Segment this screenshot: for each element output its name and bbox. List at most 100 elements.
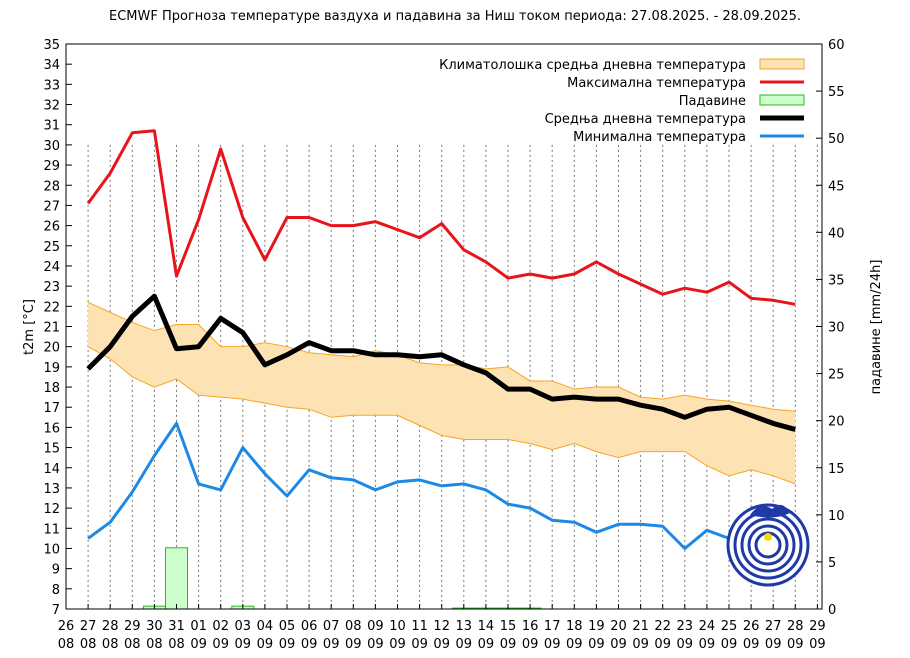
x-tick-day: 01 bbox=[190, 619, 207, 634]
y-tick-label: 34 bbox=[43, 58, 60, 73]
y-tick-label: 25 bbox=[43, 240, 60, 255]
x-tick-day: 20 bbox=[610, 619, 627, 634]
x-tick-month: 09 bbox=[478, 637, 495, 652]
service-logo-icon bbox=[726, 503, 810, 587]
legend-label: Средња дневна температура bbox=[545, 112, 746, 127]
climate-band-lower bbox=[87, 346, 796, 485]
y2-tick-label: 50 bbox=[828, 132, 845, 147]
x-tick-month: 09 bbox=[367, 637, 384, 652]
x-tick-month: 09 bbox=[809, 637, 826, 652]
y-tick-label: 8 bbox=[52, 583, 60, 598]
precipitation-bars bbox=[142, 547, 542, 610]
y2-tick-label: 55 bbox=[828, 85, 845, 100]
y-tick-label: 17 bbox=[43, 401, 60, 416]
x-tick-month: 09 bbox=[787, 637, 804, 652]
x-tick-month: 09 bbox=[279, 637, 296, 652]
x-tick-month: 09 bbox=[389, 637, 406, 652]
x-tick-month: 09 bbox=[632, 637, 649, 652]
x-tick-month: 09 bbox=[677, 637, 694, 652]
x-tick-day: 31 bbox=[168, 619, 185, 634]
y-tick-label: 33 bbox=[43, 78, 60, 93]
x-tick-month: 09 bbox=[323, 637, 340, 652]
legend-label: Максимална температура bbox=[567, 76, 746, 91]
y-tick-label: 18 bbox=[43, 381, 60, 396]
x-tick-month: 08 bbox=[58, 637, 75, 652]
climate-band-area bbox=[88, 302, 796, 484]
y-tick-label: 30 bbox=[43, 139, 60, 154]
climate-band-upper bbox=[87, 301, 796, 412]
x-tick-day: 27 bbox=[80, 619, 97, 634]
precip-bar bbox=[165, 547, 188, 610]
x-tick-day: 26 bbox=[743, 619, 760, 634]
x-tick-day: 27 bbox=[765, 619, 782, 634]
y2-tick-label: 20 bbox=[828, 415, 845, 430]
x-tick-month: 09 bbox=[743, 637, 760, 652]
x-tick-day: 24 bbox=[699, 619, 716, 634]
x-tick-month: 09 bbox=[212, 637, 229, 652]
y-tick-label: 22 bbox=[43, 300, 60, 315]
x-tick-month: 09 bbox=[610, 637, 627, 652]
x-tick-day: 10 bbox=[389, 619, 406, 634]
y-tick-label: 12 bbox=[43, 502, 60, 517]
y2-tick-label: 5 bbox=[828, 556, 836, 571]
y-tick-label: 26 bbox=[43, 220, 60, 235]
x-tick-month: 09 bbox=[544, 637, 561, 652]
x-tick-day: 02 bbox=[212, 619, 229, 634]
chart-title: ECMWF Прогноза температуре ваздуха и пад… bbox=[109, 9, 801, 24]
x-tick-month: 08 bbox=[102, 637, 119, 652]
series-line bbox=[86, 293, 796, 432]
x-tick-day: 06 bbox=[301, 619, 318, 634]
y2-tick-label: 25 bbox=[828, 368, 845, 383]
y2-tick-label: 30 bbox=[828, 321, 845, 336]
x-tick-day: 09 bbox=[367, 619, 384, 634]
x-tick-day: 25 bbox=[721, 619, 738, 634]
x-tick-day: 18 bbox=[566, 619, 583, 634]
legend-swatch bbox=[759, 94, 805, 106]
x-tick-day: 05 bbox=[279, 619, 296, 634]
x-tick-month: 09 bbox=[301, 637, 318, 652]
x-tick-month: 09 bbox=[235, 637, 252, 652]
y-tick-label: 35 bbox=[43, 38, 60, 53]
y-tick-label: 20 bbox=[43, 341, 60, 356]
y-tick-label: 9 bbox=[52, 563, 60, 578]
x-tick-month: 09 bbox=[456, 637, 473, 652]
y2-tick-label: 15 bbox=[828, 462, 845, 477]
y2-tick-label: 0 bbox=[828, 603, 836, 618]
x-tick-day: 04 bbox=[257, 619, 274, 634]
y-tick-label: 10 bbox=[43, 542, 60, 557]
y-tick-label: 16 bbox=[43, 421, 60, 436]
y-axis-right: 0 5 10 15 20 25 30 35 40 45 50 55 60 bbox=[816, 38, 845, 618]
y2-tick-label: 60 bbox=[828, 38, 845, 53]
x-tick-month: 09 bbox=[500, 637, 517, 652]
x-tick-month: 09 bbox=[345, 637, 362, 652]
x-tick-day: 07 bbox=[323, 619, 340, 634]
x-tick-day: 23 bbox=[677, 619, 694, 634]
x-tick-month: 09 bbox=[566, 637, 583, 652]
y2-axis-label: падавине [mm/24h] bbox=[869, 260, 884, 395]
y-tick-label: 13 bbox=[43, 482, 60, 497]
y-tick-label: 7 bbox=[52, 603, 60, 618]
x-tick-day: 03 bbox=[235, 619, 252, 634]
x-tick-month: 09 bbox=[522, 637, 539, 652]
y-tick-label: 21 bbox=[43, 321, 60, 336]
x-tick-day: 26 bbox=[58, 619, 75, 634]
series-line bbox=[87, 421, 796, 561]
x-tick-month: 09 bbox=[654, 637, 671, 652]
x-tick-month: 09 bbox=[190, 637, 207, 652]
x-tick-month: 08 bbox=[124, 637, 141, 652]
x-tick-month: 09 bbox=[721, 637, 738, 652]
y-tick-label: 19 bbox=[43, 361, 60, 376]
x-tick-day: 15 bbox=[500, 619, 517, 634]
series-line bbox=[86, 129, 796, 306]
x-tick-month: 09 bbox=[699, 637, 716, 652]
x-tick-month: 09 bbox=[588, 637, 605, 652]
x-tick-day: 16 bbox=[522, 619, 539, 634]
x-tick-month: 09 bbox=[765, 637, 782, 652]
x-tick-day: 08 bbox=[345, 619, 362, 634]
x-tick-month: 09 bbox=[433, 637, 450, 652]
y2-tick-label: 45 bbox=[828, 179, 845, 194]
x-tick-month: 08 bbox=[80, 637, 97, 652]
y2-tick-label: 40 bbox=[828, 226, 845, 241]
y-tick-label: 24 bbox=[43, 260, 60, 275]
